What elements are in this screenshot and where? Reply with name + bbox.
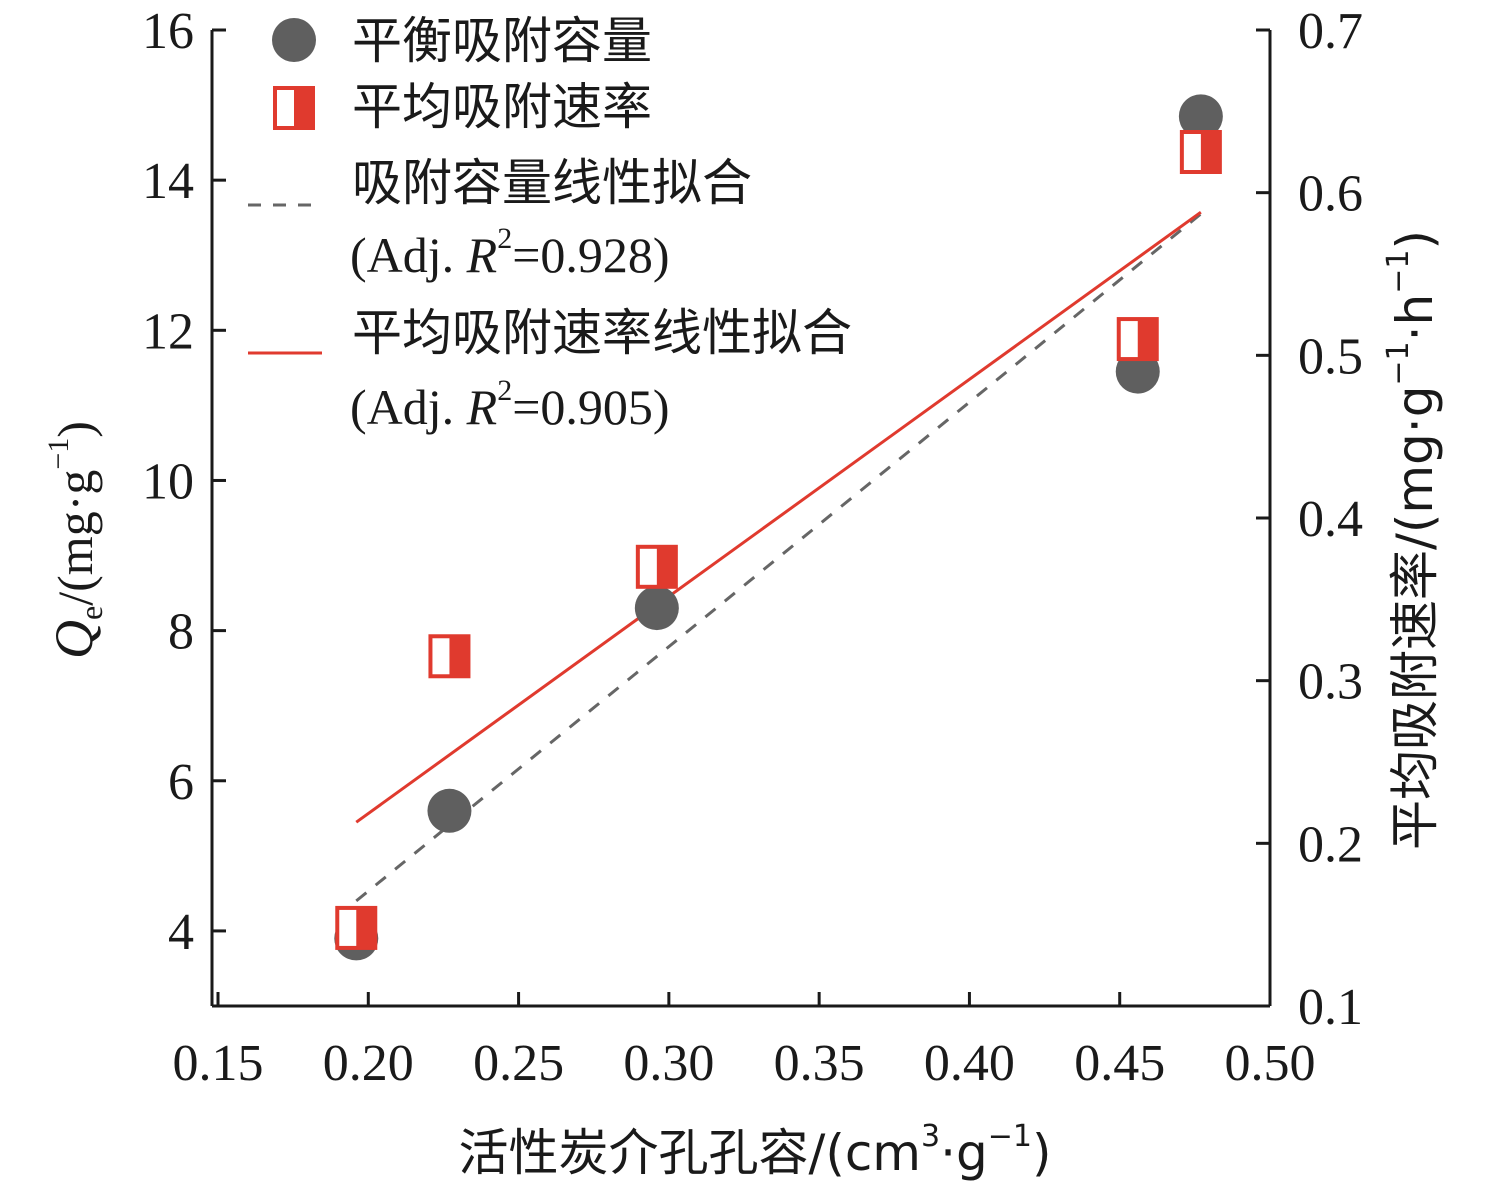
x-tick-label: 0.45 (1074, 1035, 1165, 1092)
left-y-tick-label: 16 (142, 3, 194, 60)
x-tick-label: 0.15 (173, 1035, 264, 1092)
capacity-fit-line (355, 212, 1202, 903)
x-ticks: 0.15 0.20 0.25 0.30 0.35 0.40 0.45 0.50 (173, 992, 1316, 1092)
x-tick-label: 0.25 (473, 1035, 564, 1092)
legend-label-rate: 平均吸附速率 (352, 78, 652, 136)
left-y-tick-label: 4 (168, 904, 194, 961)
x-tick-label: 0.20 (323, 1035, 414, 1092)
left-y-tick-label: 8 (168, 604, 194, 661)
rate-point (1179, 130, 1222, 174)
capacity-point (634, 586, 679, 631)
legend-marker-circle (272, 18, 316, 62)
legend-marker-half-square (273, 86, 315, 130)
x-tick-label: 0.50 (1225, 1035, 1316, 1092)
rate-fit-line (355, 210, 1202, 824)
x-tick-label: 0.30 (623, 1035, 714, 1092)
left-y-tick-label: 10 (142, 453, 194, 510)
left-y-tick-label: 14 (142, 153, 194, 210)
x-axis-title: 活性炭介孔孔容/(cm3·g−1) (458, 1119, 1051, 1182)
right-y-tick-label: 0.1 (1298, 979, 1363, 1036)
rate-point (335, 905, 378, 950)
x-tick-label: 0.35 (774, 1035, 865, 1092)
legend-label-capacity-fit: 吸附容量线性拟合 (352, 154, 752, 212)
right-y-tick-label: 0.2 (1298, 816, 1363, 873)
right-y-ticks: 0.1 0.2 0.3 0.4 0.5 0.6 0.7 (1256, 3, 1363, 1036)
right-y-tick-label: 0.4 (1298, 491, 1363, 548)
right-y-tick-label: 0.7 (1298, 3, 1363, 60)
fit-lines (355, 210, 1202, 903)
rate-point (1116, 317, 1159, 362)
left-y-tick-label: 6 (168, 754, 194, 811)
legend-label-capacity: 平衡吸附容量 (352, 12, 652, 70)
right-y-tick-label: 0.6 (1298, 166, 1363, 223)
data-points (334, 94, 1223, 961)
capacity-point (427, 788, 472, 833)
right-y-axis-title: 平均吸附速率/(mg·g−1·h−1) (1381, 230, 1444, 850)
legend-r2-rate-fit: (Adj. R2=0.905) (350, 374, 670, 435)
legend-label-rate-fit: 平均吸附速率线性拟合 (352, 304, 852, 362)
capacity-point (1178, 94, 1223, 139)
right-y-tick-label: 0.5 (1298, 328, 1363, 385)
left-y-axis-title: Qe/(mg·g−1) (42, 421, 109, 659)
left-y-ticks: 4 6 8 10 12 14 16 (142, 3, 226, 961)
left-y-tick-label: 12 (142, 303, 194, 360)
legend: 平衡吸附容量 平均吸附速率 吸附容量线性拟合 (Adj. R2=0.928) 平… (248, 12, 852, 435)
x-tick-label: 0.40 (924, 1035, 1015, 1092)
rate-point (635, 544, 678, 589)
legend-r2-capacity-fit: (Adj. R2=0.928) (350, 222, 670, 283)
rate-point (428, 634, 471, 679)
right-y-tick-label: 0.3 (1298, 654, 1363, 711)
